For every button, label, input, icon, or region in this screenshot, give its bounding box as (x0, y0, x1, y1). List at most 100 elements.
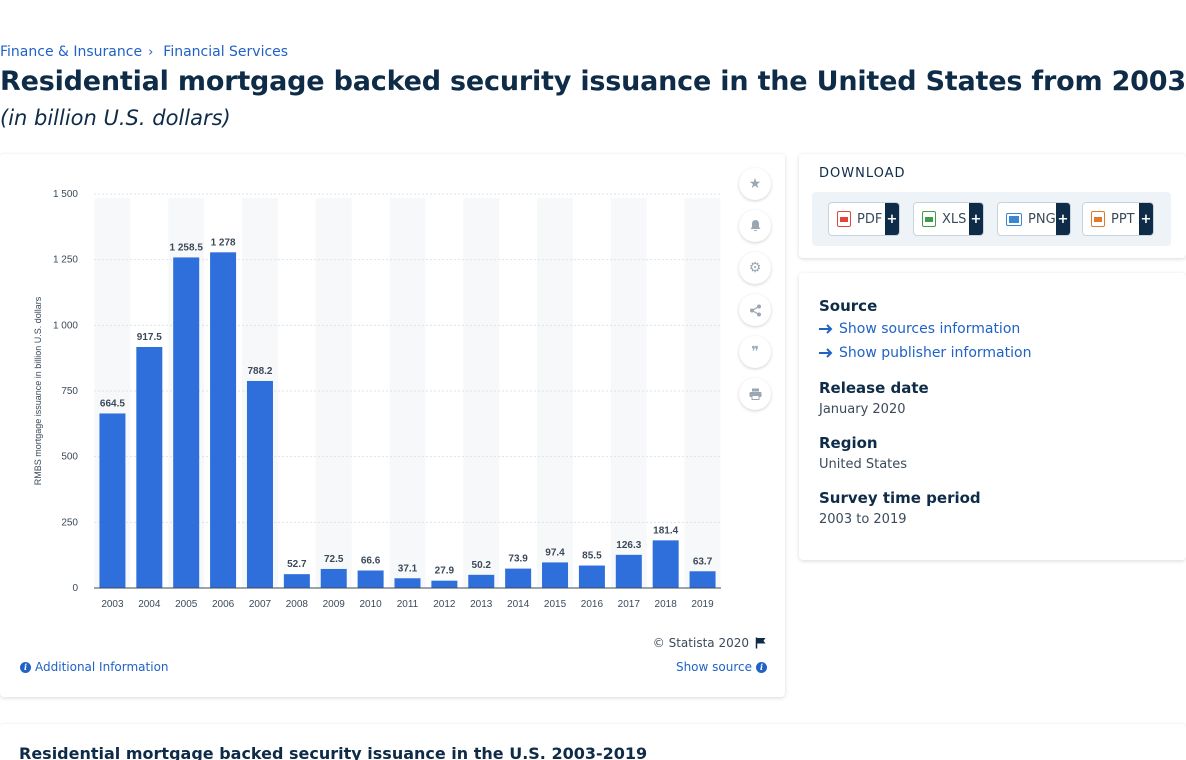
show-sources-label: Show sources information (839, 321, 1021, 337)
download-xls-label: XLS (942, 211, 967, 227)
data-label-2016: 85.5 (582, 551, 602, 562)
pdf-file-icon (837, 211, 851, 227)
bar-2014 (505, 568, 532, 588)
settings-gear-icon[interactable]: ⚙ (739, 252, 771, 284)
x-tick-label: 2017 (618, 599, 641, 610)
bar-2019 (689, 571, 716, 588)
data-label-2003: 664.5 (100, 398, 125, 409)
info-icon: i (756, 661, 767, 673)
ppt-plus-icon: + (1139, 203, 1153, 235)
x-tick-label: 2016 (581, 599, 604, 610)
data-label-2015: 97.4 (545, 547, 565, 558)
x-tick-label: 2008 (286, 599, 309, 610)
release-date-value: January 2020 (819, 402, 906, 417)
data-label-2010: 66.6 (361, 556, 381, 567)
labels-layer: 664.5 917.5 1 258.5 1 278 788.2 52.7 72.5 66.6 3… (100, 237, 713, 576)
description-card: Residential mortgage backed security iss… (0, 724, 1186, 760)
data-label-2009: 72.5 (324, 554, 344, 565)
column-band (537, 198, 574, 588)
pdf-plus-icon: + (885, 203, 899, 235)
arrow-right-icon (819, 348, 833, 358)
chart-card: 664.5 917.5 1 258.5 1 278 788.2 52.7 72.5 66.6 3… (0, 154, 785, 697)
bar-2004 (136, 347, 163, 588)
favorite-star-icon[interactable]: ★ (739, 168, 771, 200)
bar-2007 (246, 380, 273, 588)
show-source-link[interactable]: Show source i (676, 660, 767, 674)
data-label-2006: 1 278 (211, 237, 236, 248)
y-tick-label: 0 (72, 583, 78, 594)
y-tick-label: 250 (61, 517, 78, 528)
x-tick-label: 2014 (507, 599, 530, 610)
x-tick-label: 2011 (397, 599, 419, 610)
share-icon[interactable] (739, 294, 771, 326)
show-sources-link[interactable]: Show sources information (819, 321, 1020, 337)
download-xls-button[interactable]: XLS + (913, 202, 984, 236)
bar-2010 (357, 570, 384, 588)
download-ppt-button[interactable]: PPT + (1082, 202, 1154, 236)
column-band (315, 198, 352, 588)
info-icon: i (20, 661, 31, 673)
y-tick-label: 500 (61, 452, 78, 463)
x-tick-label: 2003 (101, 599, 124, 610)
data-label-2008: 52.7 (287, 559, 307, 570)
data-label-2011: 37.1 (398, 563, 418, 574)
download-pdf-label: PDF (857, 211, 883, 227)
notification-bell-icon[interactable] (739, 210, 771, 242)
breadcrumb-link-financial-services[interactable]: Financial Services (163, 44, 289, 60)
bar-2018 (652, 540, 679, 588)
png-plus-icon: + (1056, 203, 1070, 235)
axis-layer: 0 250 500 750 1 000 1 250 1 500 2003 2004 2005 200… (53, 189, 721, 610)
download-card: DOWNLOAD PDF + XLS + PNG + PPT + (799, 154, 1186, 258)
column-band (389, 198, 426, 588)
print-icon[interactable] (739, 378, 771, 410)
bar-2009 (320, 568, 347, 588)
flag-icon[interactable] (755, 637, 767, 649)
data-label-2007: 788.2 (247, 366, 272, 377)
data-label-2005: 1 258.5 (170, 242, 204, 253)
png-file-icon (1006, 212, 1022, 226)
download-title: DOWNLOAD (819, 166, 906, 181)
x-tick-label: 2010 (359, 599, 382, 610)
y-axis-label: RMBS mortgage issuance in billion U.S. d… (33, 296, 43, 485)
x-tick-label: 2012 (433, 599, 456, 610)
bar-2013 (468, 574, 495, 588)
show-publisher-label: Show publisher information (839, 345, 1032, 361)
source-heading: Source (819, 297, 878, 315)
bar-2012 (431, 580, 458, 588)
x-tick-label: 2013 (470, 599, 493, 610)
statistic-details-card: Source Show sources information Show pub… (799, 273, 1186, 560)
x-tick-label: 2019 (691, 599, 714, 610)
bar-2017 (615, 554, 642, 588)
download-pdf-button[interactable]: PDF + (828, 202, 900, 236)
bar-2006 (210, 252, 237, 588)
cite-quote-icon[interactable]: ❞ (739, 336, 771, 368)
copyright-notice: © Statista 2020 (653, 636, 767, 650)
additional-information-link[interactable]: i Additional Information (20, 660, 169, 674)
show-publisher-link[interactable]: Show publisher information (819, 345, 1031, 361)
region-heading: Region (819, 434, 878, 452)
x-tick-label: 2009 (323, 599, 346, 610)
bar-2003 (99, 413, 126, 588)
description-title: Residential mortgage backed security iss… (19, 744, 648, 760)
x-tick-label: 2007 (249, 599, 272, 610)
download-png-button[interactable]: PNG + (997, 202, 1071, 236)
ppt-file-icon (1091, 211, 1105, 227)
arrow-right-icon (819, 324, 833, 334)
survey-period-heading: Survey time period (819, 489, 981, 507)
page-title: Residential mortgage backed security iss… (0, 66, 1186, 97)
data-label-2014: 73.9 (508, 554, 528, 565)
breadcrumb-link-finance-insurance[interactable]: Finance & Insurance (0, 44, 143, 60)
bar-2008 (283, 574, 310, 588)
bars-layer (99, 252, 716, 588)
data-label-2012: 27.9 (435, 566, 455, 577)
y-tick-label: 1 250 (53, 255, 78, 266)
bar-2011 (394, 578, 421, 588)
download-ppt-label: PPT (1111, 211, 1135, 227)
additional-information-label: Additional Information (35, 660, 169, 674)
release-date-heading: Release date (819, 379, 929, 397)
survey-period-value: 2003 to 2019 (819, 512, 907, 527)
column-band (463, 198, 500, 588)
x-tick-label: 2006 (212, 599, 235, 610)
data-label-2018: 181.4 (653, 525, 678, 536)
show-source-label: Show source (675, 660, 752, 674)
